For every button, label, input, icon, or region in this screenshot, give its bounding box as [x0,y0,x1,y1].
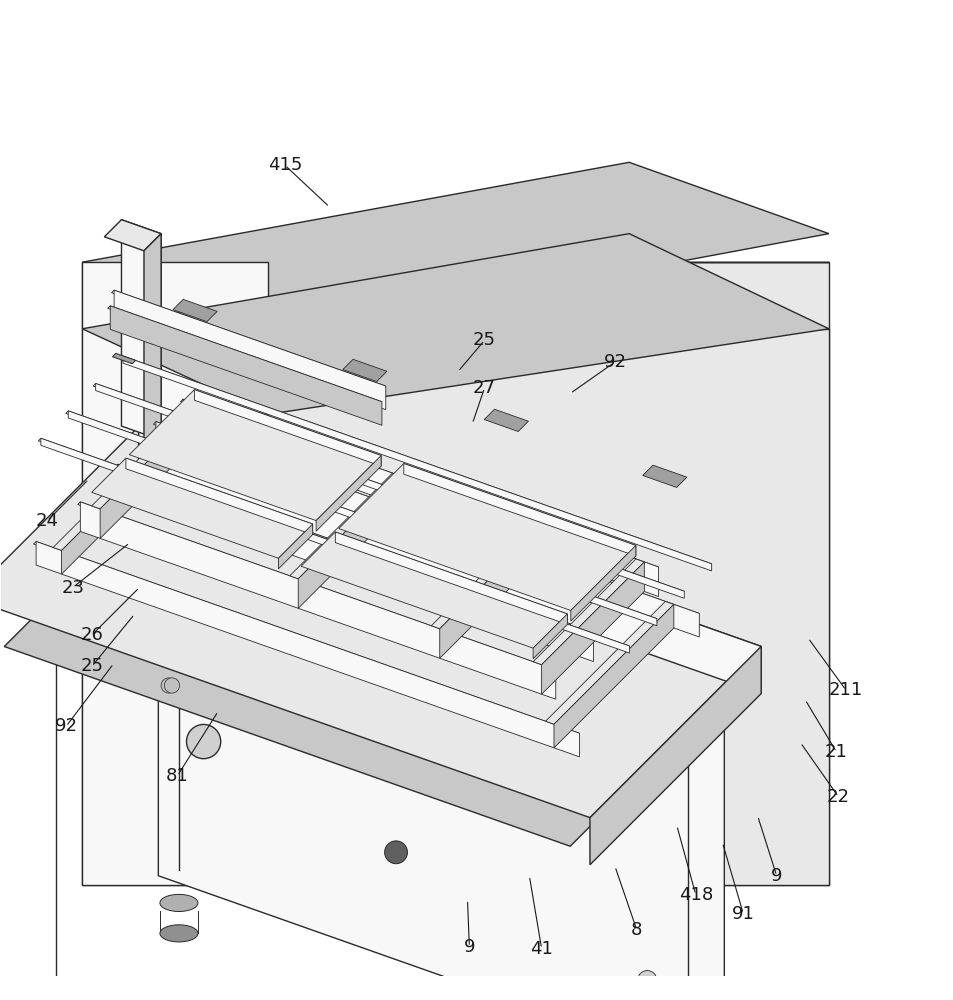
Polygon shape [335,532,567,625]
Ellipse shape [160,925,198,942]
Polygon shape [315,456,381,531]
Polygon shape [642,465,686,487]
Text: 81: 81 [166,767,189,785]
Polygon shape [533,614,567,659]
Text: 211: 211 [828,681,862,699]
Polygon shape [268,262,828,885]
Polygon shape [144,234,161,457]
Polygon shape [82,234,828,414]
Text: 21: 21 [824,743,847,761]
Polygon shape [570,545,636,621]
Polygon shape [130,390,381,521]
Polygon shape [100,406,203,538]
Text: 24: 24 [35,512,58,530]
Circle shape [161,626,176,641]
Polygon shape [403,464,636,556]
Polygon shape [183,399,658,596]
Circle shape [186,724,220,759]
Polygon shape [33,541,578,736]
Polygon shape [268,329,828,885]
Text: 25: 25 [80,657,103,675]
Text: 27: 27 [473,379,496,397]
Polygon shape [338,464,636,610]
Polygon shape [82,162,828,338]
Polygon shape [431,523,542,629]
Text: 8: 8 [631,921,641,939]
Polygon shape [342,359,387,382]
Polygon shape [153,422,699,616]
Polygon shape [484,409,528,432]
Circle shape [164,678,179,693]
Text: 26: 26 [80,626,103,644]
Polygon shape [118,464,593,662]
Polygon shape [80,502,556,699]
Polygon shape [108,306,381,404]
Polygon shape [36,541,578,757]
Polygon shape [172,299,217,322]
Text: 9: 9 [770,867,781,885]
Text: 23: 23 [61,579,84,597]
Polygon shape [91,458,313,558]
Polygon shape [554,604,673,748]
Polygon shape [138,427,760,694]
Text: 92: 92 [603,353,626,371]
Text: 9: 9 [463,938,475,956]
Polygon shape [112,353,135,364]
Polygon shape [111,306,381,425]
Polygon shape [115,464,593,635]
Polygon shape [180,399,658,570]
Polygon shape [533,559,643,665]
Polygon shape [69,411,657,626]
Polygon shape [82,262,268,885]
Polygon shape [112,290,385,389]
Ellipse shape [160,894,198,911]
Text: 22: 22 [826,788,849,806]
Polygon shape [290,473,400,579]
Polygon shape [121,220,161,440]
Polygon shape [545,601,673,724]
Polygon shape [589,646,760,865]
Polygon shape [95,383,683,598]
Polygon shape [93,383,683,594]
Polygon shape [194,390,381,466]
Polygon shape [278,524,313,569]
Circle shape [384,841,407,864]
Polygon shape [541,562,643,694]
Polygon shape [0,427,760,818]
Text: 91: 91 [731,905,754,923]
Polygon shape [114,290,385,410]
Polygon shape [104,220,161,251]
Text: 418: 418 [678,886,712,904]
Polygon shape [123,356,711,571]
Polygon shape [301,532,567,648]
Polygon shape [38,438,629,649]
Polygon shape [158,492,723,1000]
Circle shape [164,626,179,641]
Polygon shape [82,262,268,885]
Text: 25: 25 [473,331,496,349]
Polygon shape [439,526,542,658]
Polygon shape [53,428,181,550]
Text: 415: 415 [268,156,302,174]
Polygon shape [126,458,313,535]
Polygon shape [41,438,629,653]
Polygon shape [298,476,400,608]
Polygon shape [62,431,181,574]
Polygon shape [91,403,203,509]
Polygon shape [78,502,556,672]
Polygon shape [4,492,723,846]
Circle shape [161,678,176,693]
Polygon shape [155,422,699,637]
Polygon shape [66,411,657,621]
Text: 92: 92 [54,717,77,735]
Polygon shape [120,356,711,566]
Text: 41: 41 [530,940,553,958]
Circle shape [638,971,656,990]
Polygon shape [570,692,723,1000]
